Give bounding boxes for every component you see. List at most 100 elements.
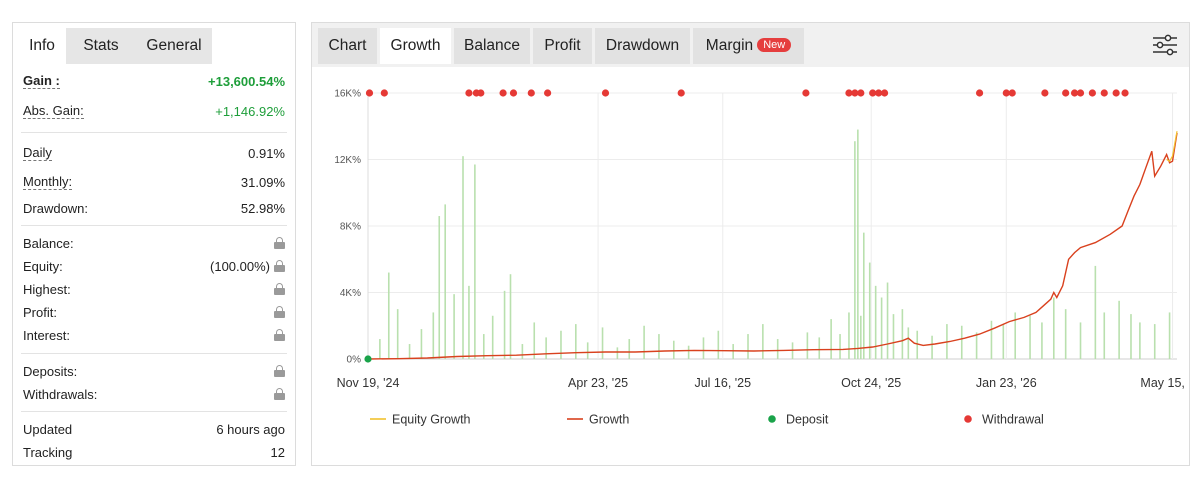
daily-bar [960,325,963,359]
daily-bar [628,339,631,359]
tab-info[interactable]: Info [18,28,66,64]
divider [21,132,287,133]
legend-deposit-swatch [768,415,776,423]
legend-withdrawal-swatch [964,415,972,423]
lock-icon [274,329,285,341]
daily-bar [1103,312,1106,359]
tab-margin[interactable]: Margin New [693,28,804,64]
gain-label[interactable]: Gain : [23,72,60,89]
stat-row-abs-gain: Abs. Gain: +1,146.92% [23,101,285,121]
abs-gain-value: +1,146.92% [215,103,285,119]
growth-line [367,132,1178,360]
daily-bar [931,335,933,359]
withdrawal-marker [477,89,485,97]
withdrawal-marker [1121,89,1129,97]
withdrawals-label: Withdrawals: [23,386,98,402]
stat-row-highest: Highest: [23,279,285,299]
stat-row-profit: Profit: [23,302,285,322]
stat-row-updated: Updated 6 hours ago [23,419,285,439]
stat-row-daily: Daily 0.91% [23,143,285,163]
daily-label[interactable]: Daily [23,144,52,161]
withdrawal-marker [802,89,810,97]
daily-bar [990,320,993,359]
tab-stats[interactable]: Stats [66,28,136,64]
daily-bar [1168,312,1171,359]
daily-bar [839,334,841,359]
daily-bar [420,329,423,359]
daily-bar [854,141,856,359]
withdrawal-marker [365,89,374,97]
tab-balance[interactable]: Balance [454,28,530,64]
tab-growth[interactable]: Growth [380,28,451,64]
daily-bar [453,294,455,359]
equity-growth-line [1166,131,1178,163]
daily-bar [818,337,821,359]
stats-tabs: Info Stats General [18,28,212,64]
x-tick-label: Jan 23, '26 [976,376,1037,390]
balance-label: Balance: [23,235,74,251]
tracking-value: 12 [270,444,285,460]
x-tick-label: Nov 19, '24 [337,376,400,390]
divider [21,411,287,412]
daily-bar [491,315,494,359]
withdrawal-marker [465,89,473,97]
legend-equity-growth: Equity Growth [392,413,471,427]
daily-bar [762,324,764,359]
tab-profit[interactable]: Profit [533,28,592,64]
growth-chart: 0% 4K% 8K% 12K% 16K% Nov 19, '24 Apr 23, '25 Ju… [334,89,1189,427]
tab-general[interactable]: General [136,28,212,64]
daily-bar [1118,300,1120,359]
y-tick-label: 8K% [340,222,361,233]
daily-bar [509,274,512,359]
tracking-label: Tracking [23,444,73,460]
x-tick-label: May 15, '26 [1140,376,1189,390]
withdrawal-marker [1112,89,1120,97]
daily-bar [387,272,390,359]
daily-bar [444,204,446,359]
daily-bar [462,156,464,359]
daily-bar [830,319,832,359]
withdrawal-marker [1076,89,1085,97]
tab-margin-label: Margin [705,37,754,54]
daily-bar [732,344,734,359]
daily-bar [521,344,524,359]
lock-icon [274,283,285,295]
daily-bar [874,285,877,359]
daily-bar [503,290,506,359]
daily-bar [1130,314,1132,359]
profit-value [270,306,285,318]
withdrawal-marker [527,89,535,97]
drawdown-value: 52.98% [240,200,285,216]
daily-value: 0.91% [248,145,285,161]
gain-value: +13,600.54% [208,73,285,89]
daily-bar [857,129,859,359]
withdrawal-marker [1008,89,1016,97]
filter-settings-icon[interactable] [1152,34,1178,56]
stat-row-balance: Balance: [23,233,285,253]
daily-bar [1014,312,1016,359]
daily-bar [860,315,862,359]
withdrawal-marker [975,89,984,97]
stat-row-withdrawals: Withdrawals: [23,384,285,404]
monthly-label[interactable]: Monthly: [23,173,73,190]
legend-withdrawal: Withdrawal [982,413,1044,427]
daily-bar [396,309,399,359]
daily-bar [586,342,589,359]
abs-gain-label[interactable]: Abs. Gain: [23,102,84,119]
equity-value: (100.00%) [210,259,285,274]
daily-bar [1153,324,1156,359]
daily-bar [886,282,889,359]
updated-value: 6 hours ago [216,421,285,437]
lock-icon [274,388,285,400]
daily-bar [408,344,411,359]
daily-bar [1079,322,1082,359]
daily-bar [545,337,547,359]
chart-panel: Chart Growth Balance Profit Drawdown Mar… [311,22,1190,466]
withdrawal-marker [880,89,889,97]
daily-bar [1041,322,1043,359]
highest-value [270,283,285,295]
legend-deposit: Deposit [786,413,829,427]
tab-chart[interactable]: Chart [318,28,377,64]
stat-row-drawdown: Drawdown: 52.98% [23,198,285,218]
tab-drawdown[interactable]: Drawdown [595,28,690,64]
